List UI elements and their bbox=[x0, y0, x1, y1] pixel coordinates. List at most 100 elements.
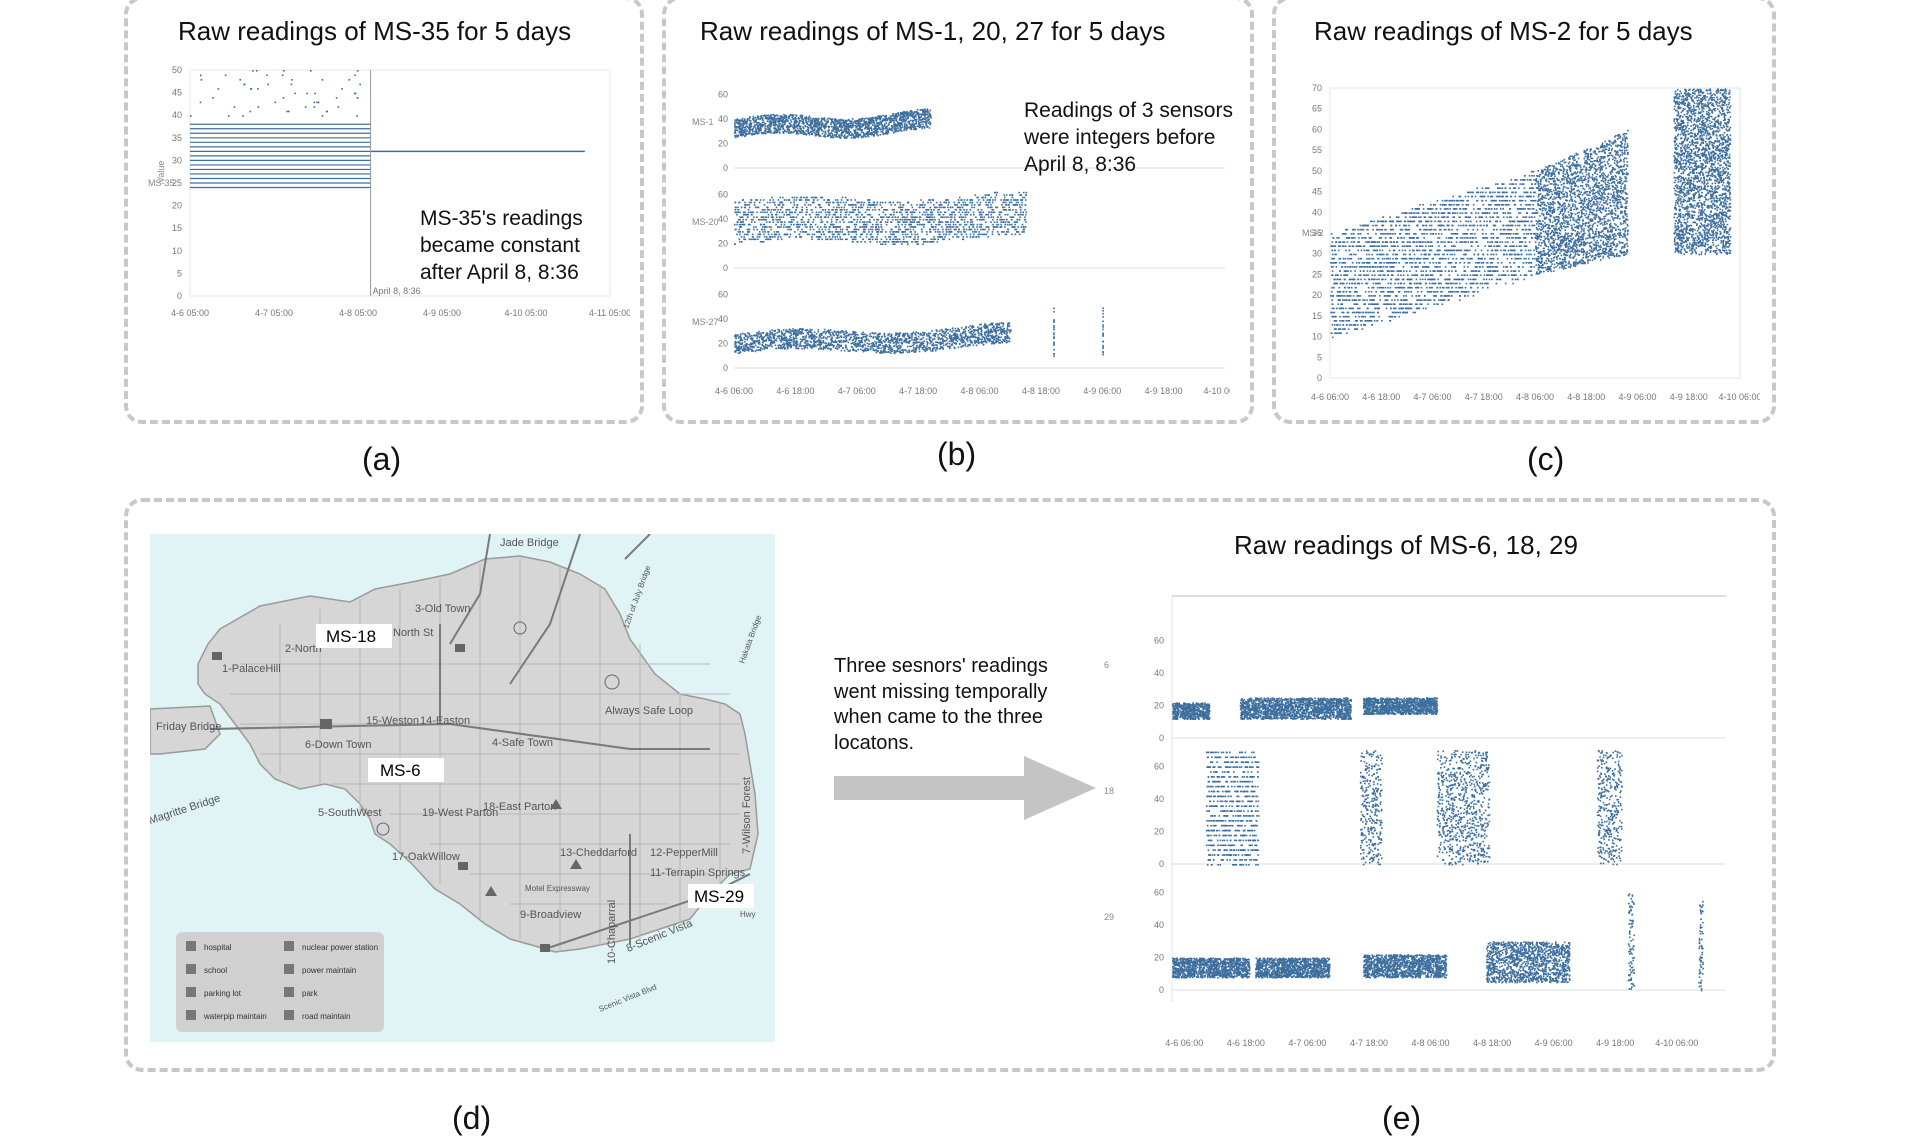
data-point bbox=[871, 128, 873, 130]
data-point bbox=[898, 345, 900, 347]
data-point bbox=[776, 207, 778, 209]
data-point bbox=[803, 231, 805, 233]
data-point bbox=[870, 127, 872, 129]
data-point bbox=[826, 121, 828, 123]
data-point bbox=[914, 239, 916, 241]
data-point bbox=[200, 75, 202, 77]
data-point bbox=[983, 337, 985, 339]
data-point bbox=[888, 349, 890, 351]
data-point bbox=[852, 207, 854, 209]
data-point bbox=[922, 124, 924, 126]
data-point bbox=[743, 122, 745, 124]
data-point bbox=[990, 214, 992, 216]
data-point bbox=[988, 332, 990, 334]
data-point bbox=[1017, 226, 1019, 228]
data-point bbox=[831, 136, 833, 138]
data-point bbox=[948, 209, 950, 211]
data-point bbox=[791, 116, 793, 118]
data-point bbox=[735, 137, 737, 139]
data-point bbox=[842, 219, 844, 221]
data-point bbox=[841, 209, 843, 211]
data-point bbox=[967, 346, 969, 348]
data-point bbox=[853, 136, 855, 138]
data-point bbox=[755, 121, 757, 123]
data-point bbox=[756, 229, 758, 231]
data-point bbox=[896, 350, 898, 352]
data-point bbox=[751, 199, 753, 201]
data-point bbox=[868, 221, 870, 223]
data-point bbox=[930, 209, 932, 211]
data-point bbox=[811, 338, 813, 340]
data-point bbox=[777, 336, 779, 338]
data-point bbox=[810, 329, 812, 331]
data-point bbox=[986, 194, 988, 196]
data-point bbox=[825, 236, 827, 238]
data-point bbox=[762, 124, 764, 126]
data-point bbox=[742, 121, 744, 123]
data-point bbox=[835, 231, 837, 233]
data-point bbox=[837, 204, 839, 206]
data-point bbox=[758, 116, 760, 118]
data-point bbox=[964, 199, 966, 201]
data-point bbox=[916, 221, 918, 223]
data-point bbox=[814, 123, 816, 125]
data-point bbox=[1016, 221, 1018, 223]
data-point bbox=[963, 329, 965, 331]
data-point bbox=[828, 345, 830, 347]
data-point bbox=[958, 202, 960, 204]
data-point bbox=[860, 204, 862, 206]
data-point bbox=[854, 231, 856, 233]
data-point bbox=[734, 119, 736, 121]
data-point bbox=[852, 342, 854, 344]
data-point bbox=[870, 132, 872, 134]
data-point bbox=[779, 132, 781, 134]
data-point bbox=[923, 219, 925, 221]
data-point bbox=[882, 351, 884, 353]
data-point bbox=[845, 345, 847, 347]
data-point bbox=[977, 229, 979, 231]
data-point bbox=[965, 216, 967, 218]
data-point bbox=[875, 209, 877, 211]
data-point bbox=[835, 136, 837, 138]
data-point bbox=[778, 331, 780, 333]
data-point bbox=[790, 216, 792, 218]
data-point bbox=[829, 126, 831, 128]
data-point bbox=[923, 239, 925, 241]
data-point bbox=[810, 123, 812, 125]
data-point bbox=[772, 114, 774, 116]
data-point bbox=[822, 221, 824, 223]
data-point bbox=[837, 236, 839, 238]
data-point bbox=[885, 231, 887, 233]
data-point bbox=[763, 346, 765, 348]
data-point bbox=[1006, 231, 1008, 233]
data-point bbox=[753, 116, 755, 118]
data-point bbox=[944, 212, 946, 214]
data-point bbox=[800, 231, 802, 233]
data-point bbox=[880, 121, 882, 123]
data-point bbox=[836, 207, 838, 209]
data-point bbox=[756, 132, 758, 134]
data-point bbox=[764, 212, 766, 214]
data-point bbox=[802, 132, 804, 134]
data-point bbox=[970, 236, 972, 238]
data-point bbox=[908, 209, 910, 211]
data-point bbox=[190, 115, 192, 117]
data-point bbox=[747, 229, 749, 231]
data-point bbox=[888, 236, 890, 238]
data-point bbox=[812, 212, 814, 214]
data-point bbox=[796, 124, 798, 126]
data-point bbox=[1009, 194, 1011, 196]
data-point bbox=[926, 335, 928, 337]
data-point bbox=[966, 214, 968, 216]
data-point bbox=[903, 114, 905, 116]
data-point bbox=[738, 209, 740, 211]
data-point bbox=[762, 126, 764, 128]
data-point bbox=[824, 120, 826, 122]
data-point bbox=[881, 231, 883, 233]
data-point bbox=[770, 114, 772, 116]
data-point bbox=[914, 111, 916, 113]
data-point bbox=[888, 117, 890, 119]
data-point bbox=[912, 120, 914, 122]
data-point bbox=[767, 127, 769, 129]
data-point bbox=[919, 221, 921, 223]
